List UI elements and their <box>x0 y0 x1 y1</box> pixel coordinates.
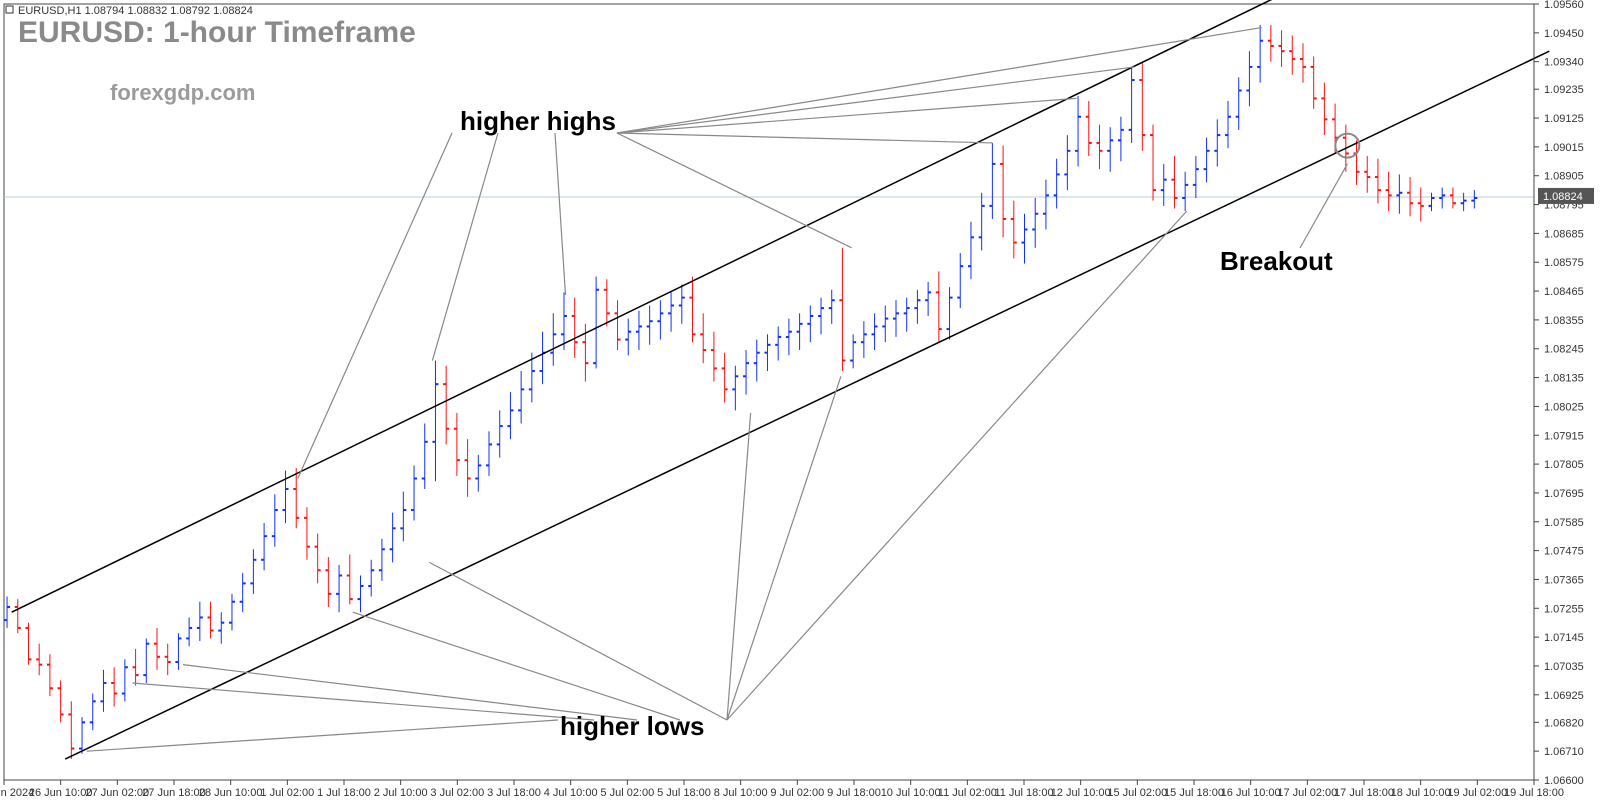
y-tick-label: 1.07695 <box>1544 488 1584 500</box>
y-tick-label: 1.09235 <box>1544 84 1584 96</box>
breakout-line <box>1300 164 1347 248</box>
x-tick-label: 28 Jun 10:00 <box>199 787 263 799</box>
y-tick-label: 1.08575 <box>1544 257 1584 269</box>
higher-highs-label: higher highs <box>460 106 616 136</box>
x-tick-label: 16 Jul 10:00 <box>1221 787 1281 799</box>
y-tick-label: 1.07475 <box>1544 546 1584 558</box>
x-tick-label: 2 Jul 10:00 <box>374 787 428 799</box>
y-tick-label: 1.09015 <box>1544 142 1584 154</box>
x-tick-label: 1 Jul 18:00 <box>317 787 371 799</box>
breakout-label: Breakout <box>1220 246 1333 276</box>
y-tick-label: 1.09340 <box>1544 57 1584 69</box>
y-tick-label: 1.07805 <box>1544 459 1584 471</box>
higher-high-line <box>432 133 498 361</box>
current-price-label: 1.08824 <box>1543 191 1583 203</box>
x-tick-label: 10 Jul 10:00 <box>881 787 941 799</box>
higher-low-line <box>727 376 841 720</box>
y-tick-label: 1.07145 <box>1544 632 1584 644</box>
x-tick-label: 5 Jul 02:00 <box>600 787 654 799</box>
x-tick-label: 12 Jul 10:00 <box>1051 787 1111 799</box>
higher-high-line <box>555 133 566 295</box>
higher-low-line <box>353 612 680 720</box>
higher-low-line <box>133 683 594 720</box>
lower-channel-line <box>65 51 1549 759</box>
y-tick-label: 1.06600 <box>1544 775 1584 787</box>
higher-high-line <box>617 28 1262 133</box>
y-tick-label: 1.08905 <box>1544 171 1584 183</box>
x-tick-label: 17 Jul 18:00 <box>1334 787 1394 799</box>
y-tick-label: 1.07255 <box>1544 603 1584 615</box>
y-tick-label: 1.08355 <box>1544 315 1584 327</box>
x-tick-label: 5 Jul 18:00 <box>657 787 711 799</box>
higher-low-line <box>727 211 1187 720</box>
higher-lows-label: higher lows <box>560 711 704 741</box>
x-tick-label: 26 Jun 10:00 <box>29 787 93 799</box>
x-tick-label: 4 Jul 10:00 <box>544 787 598 799</box>
y-tick-label: 1.09560 <box>1544 0 1584 11</box>
plot-border <box>4 4 1534 780</box>
x-tick-label: 19 Jul 18:00 <box>1504 787 1564 799</box>
x-tick-label: 9 Jul 02:00 <box>770 787 824 799</box>
y-tick-label: 1.08465 <box>1544 286 1584 298</box>
higher-high-line <box>298 133 452 479</box>
x-tick-label: 1 Jul 02:00 <box>260 787 314 799</box>
x-tick-label: 27 Jun 18:00 <box>142 787 206 799</box>
x-tick-label: 15 Jul 02:00 <box>1107 787 1167 799</box>
y-tick-label: 1.09125 <box>1544 113 1584 125</box>
x-tick-label: 3 Jul 18:00 <box>487 787 541 799</box>
ohlc-readout: EURUSD,H1 1.08794 1.08832 1.08792 1.0882… <box>18 5 253 17</box>
y-tick-label: 1.06925 <box>1544 690 1584 702</box>
x-tick-label: 3 Jul 02:00 <box>430 787 484 799</box>
x-tick-label: 17 Jul 02:00 <box>1277 787 1337 799</box>
y-tick-label: 1.08025 <box>1544 401 1584 413</box>
eurusd-h1-candlestick-chart: 1.09560 1.09450 1.09340 1.09235 1.09125 1.090… <box>0 0 1600 805</box>
y-tick-label: 1.07035 <box>1544 661 1584 673</box>
y-tick-label: 1.09450 <box>1544 28 1584 40</box>
higher-high-line <box>617 133 852 248</box>
chart-subtitle: forexgdp.com <box>110 80 255 105</box>
y-tick-label: 1.07915 <box>1544 430 1584 442</box>
higher-low-line <box>87 720 558 751</box>
y-tick-label: 1.08135 <box>1544 373 1584 385</box>
y-tick-label: 1.08685 <box>1544 228 1584 240</box>
x-tick-label: 27 Jun 02:00 <box>86 787 150 799</box>
x-tick-label: 8 Jul 10:00 <box>714 787 768 799</box>
y-tick-label: 1.07365 <box>1544 574 1584 586</box>
ohlc-indicator-box <box>6 6 13 13</box>
y-tick-label: 1.06710 <box>1544 746 1584 758</box>
chart-title: EURUSD: 1-hour Timeframe <box>18 16 416 49</box>
y-tick-label: 1.08245 <box>1544 344 1584 356</box>
higher-high-line <box>617 133 992 143</box>
x-tick-label: 18 Jul 10:00 <box>1391 787 1451 799</box>
higher-low-line <box>727 413 751 720</box>
x-tick-label: 9 Jul 18:00 <box>827 787 881 799</box>
y-tick-label: 1.06820 <box>1544 717 1584 729</box>
y-tick-label: 1.07585 <box>1544 517 1584 529</box>
x-tick-label: 11 Jul 02:00 <box>938 787 997 799</box>
x-tick-label: 19 Jul 02:00 <box>1447 787 1507 799</box>
x-tick-label: 15 Jul 18:00 <box>1164 787 1224 799</box>
x-tick-label: 11 Jul 18:00 <box>994 787 1053 799</box>
higher-low-line <box>429 562 727 720</box>
